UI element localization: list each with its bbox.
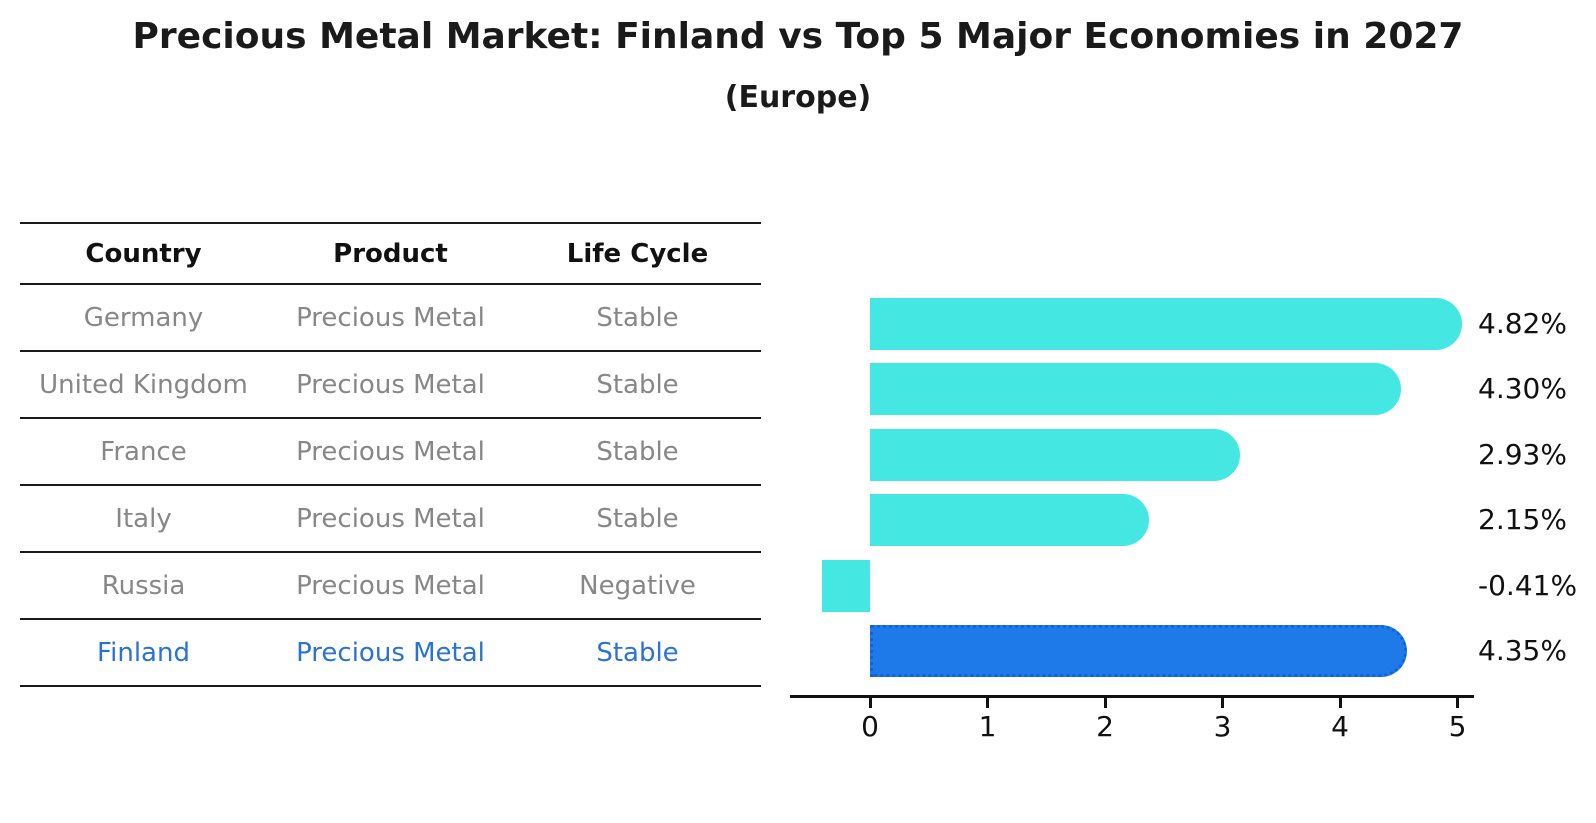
country-cell: France bbox=[100, 436, 187, 467]
chart-subtitle: (Europe) bbox=[724, 80, 872, 115]
life-cycle-cell: Stable bbox=[596, 503, 679, 534]
table-header-product: Product bbox=[333, 238, 448, 269]
country-cell: Russia bbox=[101, 570, 186, 601]
x-axis-line bbox=[790, 695, 1474, 698]
table-row: Germany Precious Metal Stable bbox=[20, 285, 761, 352]
table-row: Russia Precious Metal Negative bbox=[20, 553, 761, 620]
x-axis-tick bbox=[868, 697, 872, 708]
x-axis-tick bbox=[1456, 697, 1459, 708]
x-axis-tick bbox=[986, 697, 989, 708]
table-header-country: Country bbox=[85, 238, 202, 269]
product-cell: Precious Metal bbox=[296, 637, 485, 668]
chart-title: Precious Metal Market: Finland vs Top 5 … bbox=[132, 16, 1464, 57]
bar-united-kingdom bbox=[870, 363, 1402, 416]
product-cell: Precious Metal bbox=[296, 369, 485, 400]
country-cell: Finland bbox=[97, 637, 190, 668]
life-cycle-cell: Stable bbox=[596, 302, 679, 333]
country-table: Country Product Life Cycle Germany Preci… bbox=[20, 222, 761, 687]
bar-value-label: -0.41% bbox=[1478, 568, 1578, 602]
table-row: United Kingdom Precious Metal Stable bbox=[20, 352, 761, 419]
life-cycle-cell: Stable bbox=[596, 637, 679, 668]
x-axis-tick-label: 5 bbox=[1448, 710, 1467, 743]
bar-finland bbox=[870, 625, 1408, 677]
table-header-life-cycle: Life Cycle bbox=[566, 238, 709, 269]
life-cycle-cell: Negative bbox=[579, 570, 696, 601]
x-axis-tick-label: 4 bbox=[1331, 710, 1349, 743]
country-cell: Italy bbox=[115, 503, 172, 534]
table-row: Italy Precious Metal Stable bbox=[20, 486, 761, 553]
table-header-row: Country Product Life Cycle bbox=[20, 222, 761, 285]
x-axis-tick bbox=[1221, 697, 1224, 708]
bar-russia bbox=[821, 559, 870, 612]
product-cell: Precious Metal bbox=[296, 302, 485, 333]
x-axis-tick bbox=[1103, 697, 1107, 708]
x-axis-tick bbox=[1338, 697, 1342, 708]
bar-value-label: 2.15% bbox=[1478, 503, 1567, 537]
life-cycle-cell: Stable bbox=[596, 436, 679, 467]
bar-italy bbox=[870, 494, 1149, 547]
life-cycle-cell: Stable bbox=[596, 369, 679, 400]
table-row: France Precious Metal Stable bbox=[20, 419, 761, 486]
table-row: Finland Precious Metal Stable bbox=[20, 620, 761, 687]
country-cell: Germany bbox=[83, 302, 204, 333]
bar-france bbox=[870, 428, 1241, 481]
x-axis-tick-label: 1 bbox=[978, 710, 997, 743]
x-axis-tick-label: 3 bbox=[1213, 710, 1232, 743]
bar-value-label: 2.93% bbox=[1478, 437, 1567, 471]
bar-germany bbox=[870, 298, 1463, 350]
bar-value-label: 4.35% bbox=[1478, 634, 1567, 667]
x-axis-tick-label: 2 bbox=[1096, 710, 1114, 743]
product-cell: Precious Metal bbox=[296, 436, 485, 467]
product-cell: Precious Metal bbox=[296, 570, 485, 601]
bar-value-label: 4.30% bbox=[1478, 372, 1567, 406]
bar-value-label: 4.82% bbox=[1478, 307, 1567, 340]
x-axis-tick-label: 0 bbox=[861, 710, 879, 743]
product-cell: Precious Metal bbox=[296, 503, 485, 534]
country-cell: United Kingdom bbox=[39, 369, 248, 400]
